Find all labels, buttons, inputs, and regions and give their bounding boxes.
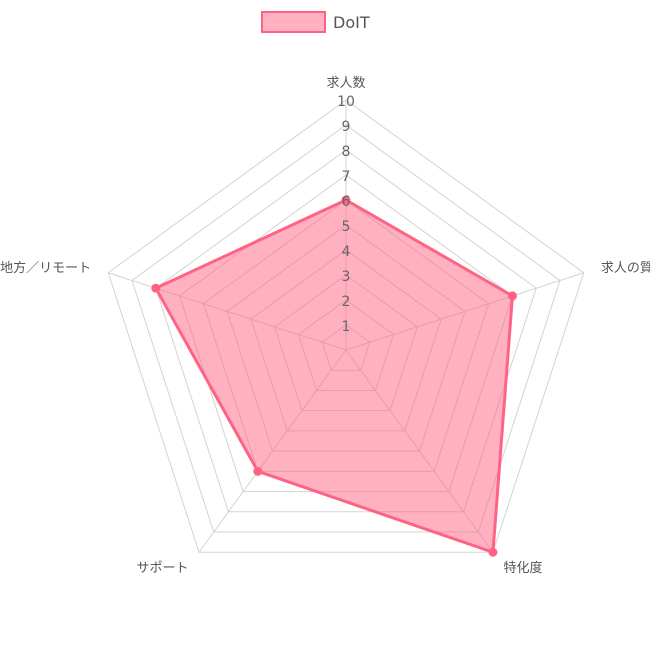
data-point-2[interactable] (488, 547, 498, 557)
axis-label-0: 求人数 (326, 76, 365, 91)
tick-label-5: 5 (342, 219, 351, 235)
data-point-0[interactable] (341, 195, 351, 205)
grid-ring-8 (155, 149, 537, 513)
series-layer (151, 195, 517, 557)
tick-label-10: 10 (337, 94, 355, 110)
tick-label-8: 8 (342, 144, 351, 160)
axis-label-1: 求人の質 (601, 261, 650, 276)
legend[interactable]: DoIT (261, 11, 370, 33)
data-point-1[interactable] (507, 291, 517, 301)
tick-label-6: 6 (342, 194, 351, 210)
tick-label-2: 2 (342, 294, 351, 310)
grid-ring-9 (131, 124, 561, 533)
tick-label-9: 9 (342, 119, 351, 135)
data-point-4[interactable] (151, 283, 161, 293)
legend-label: DoIT (333, 13, 370, 32)
data-point-3[interactable] (253, 466, 263, 476)
axis-label-4: 地方／リモート (0, 260, 91, 276)
tick-labels: 1 2 3 4 5 6 7 8 9 10 (337, 94, 355, 335)
tick-label-7: 7 (342, 169, 351, 185)
grid-ring-10 (107, 99, 585, 553)
tick-label-4: 4 (342, 244, 351, 260)
legend-swatch[interactable] (261, 11, 326, 33)
series-area[interactable] (154, 198, 514, 554)
axis-label-3: サポート (136, 561, 188, 576)
axis-label-2: 特化度 (504, 560, 543, 576)
tick-label-3: 3 (342, 269, 351, 285)
tick-label-1: 1 (342, 319, 351, 335)
